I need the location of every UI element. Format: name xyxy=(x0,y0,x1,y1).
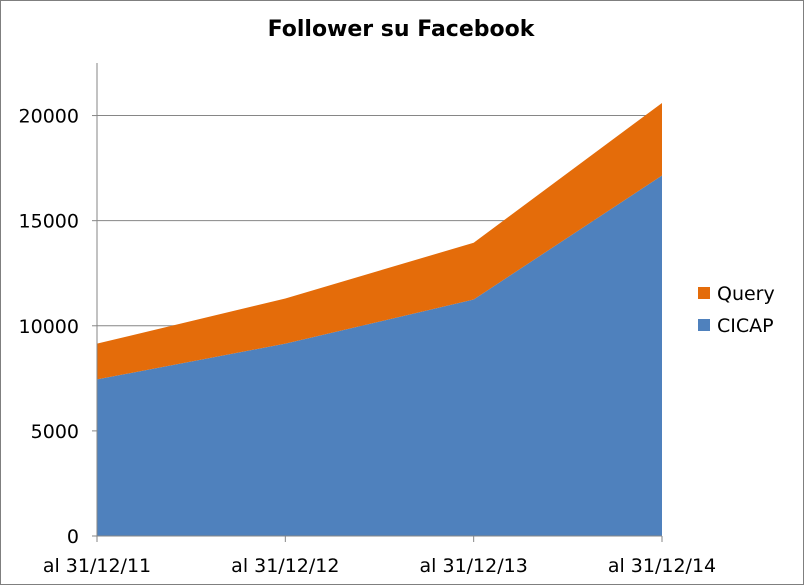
x-tick-label: al 31/12/11 xyxy=(43,555,151,577)
x-tick-label: al 31/12/12 xyxy=(231,555,339,577)
legend-label-cicap: CICAP xyxy=(717,315,774,337)
y-tick-label: 15000 xyxy=(19,211,79,233)
area-series-cicap xyxy=(97,175,662,537)
y-tick-label: 5000 xyxy=(31,421,79,443)
y-tick-label: 10000 xyxy=(19,316,79,338)
legend: Query CICAP xyxy=(698,283,775,337)
area-series-query xyxy=(97,102,662,380)
x-tick-labels: al 31/12/11 al 31/12/12 al 31/12/13 al 31/1… xyxy=(43,555,716,577)
legend-swatch-query xyxy=(698,287,710,299)
x-tick-label: al 31/12/13 xyxy=(420,555,528,577)
legend-label-query: Query xyxy=(717,283,775,305)
chart-title: Follower su Facebook xyxy=(268,17,536,42)
y-tick-labels: 0 5000 10000 15000 20000 xyxy=(19,106,79,548)
series-areas xyxy=(97,102,662,537)
x-tick-label: al 31/12/14 xyxy=(608,555,716,577)
legend-swatch-cicap xyxy=(698,319,710,331)
y-tick-label: 0 xyxy=(67,526,79,548)
axes xyxy=(92,63,663,542)
y-tick-label: 20000 xyxy=(19,106,79,128)
